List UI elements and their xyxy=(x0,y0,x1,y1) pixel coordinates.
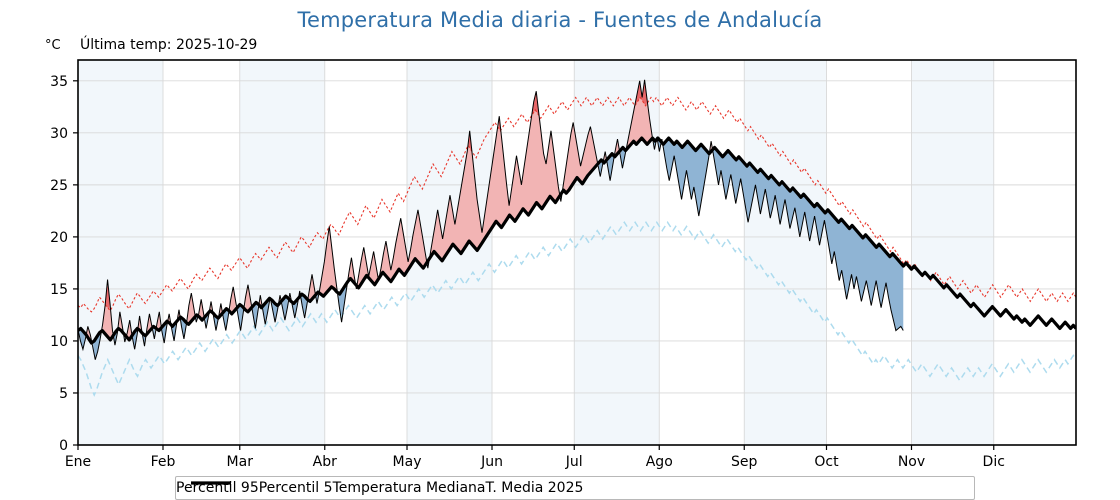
fill-below-median xyxy=(237,304,244,327)
fill-above-median xyxy=(430,92,560,261)
x-tick-label: Ago xyxy=(646,454,673,470)
y-tick-label: 10 xyxy=(50,334,68,350)
fill-below-median xyxy=(282,296,288,320)
x-tick-label: Ene xyxy=(65,454,91,470)
last-temp-label: Última temp: 2025-10-29 xyxy=(80,37,258,53)
y-tick-label: 5 xyxy=(59,386,68,402)
x-tick-label: Oct xyxy=(814,454,839,470)
fill-below-median xyxy=(712,147,904,331)
legend-label-percentil-5: Percentil 5 xyxy=(258,480,333,496)
series-temperatura-mediana xyxy=(78,136,1076,345)
fill-below-median xyxy=(93,331,102,358)
fill-below-median xyxy=(598,160,604,177)
x-tick-label: Mar xyxy=(227,454,254,470)
x-tick-label: Feb xyxy=(151,454,176,470)
chart-title: Temperatura Media diaria - Fuentes de An… xyxy=(297,8,823,32)
fill-above-median xyxy=(319,229,338,297)
legend-item-percentil-5[interactable]: Percentil 5 xyxy=(191,477,333,499)
x-tick-label: May xyxy=(393,454,422,470)
x-tick-label: Abr xyxy=(313,454,337,470)
legend-label-temperatura-mediana: Temperatura Mediana xyxy=(332,480,486,496)
chart-legend: Percentil 95 Percentil 5 Temperatura Med… xyxy=(175,476,975,500)
legend-swatch-t-media-2025 xyxy=(191,482,231,484)
legend-item-temperatura-mediana[interactable]: Temperatura Mediana xyxy=(191,477,486,499)
y-tick-label: 15 xyxy=(50,282,68,298)
x-tick-label: Sep xyxy=(731,454,758,470)
deviation-fills xyxy=(79,82,904,358)
y-axis-unit-label: °C xyxy=(45,38,61,53)
y-tick-label: 20 xyxy=(50,230,68,246)
x-tick-label: Dic xyxy=(983,454,1005,470)
series-t-media-2025 xyxy=(78,79,904,360)
plot-background xyxy=(78,60,1076,445)
x-tick-label: Nov xyxy=(898,454,925,470)
y-tick-label: 25 xyxy=(50,178,68,194)
fill-above-median xyxy=(245,284,251,312)
fill-above-median xyxy=(563,123,598,193)
legend-item-t-media-2025[interactable]: T. Media 2025 xyxy=(191,477,584,499)
fill-below-median xyxy=(338,283,347,320)
series-percentil-5 xyxy=(78,220,1076,397)
fill-above-p95 xyxy=(498,118,501,131)
y-tick-label: 0 xyxy=(59,438,68,454)
legend-label-t-media-2025: T. Media 2025 xyxy=(485,480,584,496)
axes: 0 5 10 15 20 25 30 35 Ene Feb Mar Abr May Jun Jul Ago Se… xyxy=(50,74,1005,470)
fill-above-median xyxy=(102,285,113,340)
data-series xyxy=(78,79,1076,397)
y-tick-label: 35 xyxy=(50,74,68,90)
fill-below-median xyxy=(171,321,177,341)
fill-above-median xyxy=(156,313,161,331)
y-tick-label: 30 xyxy=(50,126,68,142)
x-tick-label: Jul xyxy=(565,454,583,470)
plot-frame xyxy=(77,59,1077,446)
x-tick-label: Jun xyxy=(480,454,503,470)
fill-above-median xyxy=(198,300,205,320)
